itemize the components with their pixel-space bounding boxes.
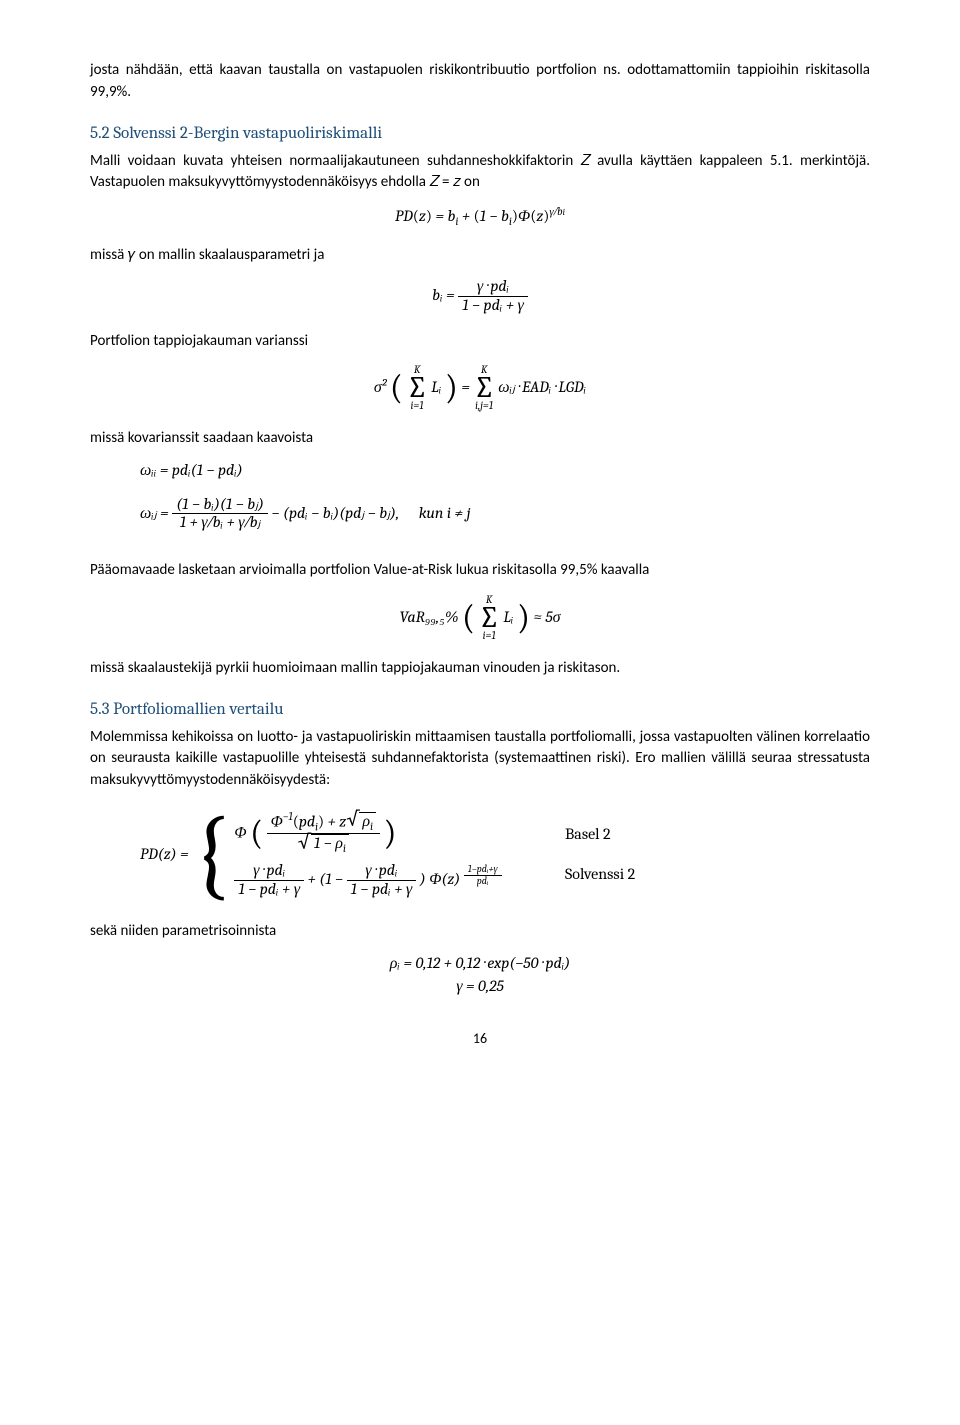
wij-num: (1 − bᵢ)(1 − bⱼ) xyxy=(172,496,268,514)
bi-lhs: bᵢ = xyxy=(432,286,454,304)
intro-para: josta nähdään, että kaavan taustalla on … xyxy=(90,60,870,104)
var995-lhs: VaR₉₉,₅% xyxy=(399,608,458,626)
sec52-p2: missä 𝛾 on mallin skaalausparametri ja xyxy=(90,245,870,267)
wij-den: 1 + γ⁄bᵢ + γ⁄bⱼ xyxy=(172,513,268,532)
sec52-p1: Malli voidaan kuvata yhteisen normaalija… xyxy=(90,151,870,195)
var-rhs: ωᵢⱼ · EADᵢ · LGDᵢ xyxy=(498,378,586,396)
case2-phiz: ) Φ(z) xyxy=(420,870,460,888)
formula-wii: ωᵢᵢ = pdᵢ(1 − pdᵢ) xyxy=(90,462,870,480)
wij-lhs: ωᵢⱼ = xyxy=(140,504,169,522)
sec52-p5: Pääomavaade lasketaan arvioimalla portfo… xyxy=(90,560,870,582)
bi-num: γ · pdᵢ xyxy=(458,278,528,296)
sum-lower-2: i,j=1 xyxy=(473,400,494,412)
var-li-1: Lᵢ xyxy=(431,378,441,396)
formula-rho: ρᵢ = 0,12 + 0,12 · exp(−50 · pdᵢ) xyxy=(90,955,870,973)
var995-rhs: ≈ 5σ xyxy=(534,608,561,626)
sec52-p4: missä kovarianssit saadaan kaavoista xyxy=(90,428,870,450)
case2-exp-num: 1−pdᵢ+γ xyxy=(464,864,502,875)
case2-label: Solvenssi 2 xyxy=(565,866,635,884)
heading-5-3: 5.3 Portfoliomallien vertailu xyxy=(90,700,870,719)
bi-den: 1 − pdᵢ + γ xyxy=(458,296,528,315)
pdz-lhs: PD(z) = xyxy=(140,845,189,863)
formula-gamma: γ = 0,25 xyxy=(90,978,870,996)
heading-5-2: 5.2 Solvenssi 2-Bergin vastapuoliriskima… xyxy=(90,124,870,143)
formula-pdz: PD(z) = bi + (1 − bi)Φ(z)γ⁄bi xyxy=(90,206,870,229)
sec52-p3: Portfolion tappiojakauman varianssi xyxy=(90,331,870,353)
case2-den1: 1 − pdᵢ + γ xyxy=(234,880,304,899)
formula-wij: ωᵢⱼ = (1 − bᵢ)(1 − bⱼ) 1 + γ⁄bᵢ + γ⁄bⱼ −… xyxy=(90,496,870,532)
case2-num2: γ · pdᵢ xyxy=(347,862,417,880)
var-eq: = xyxy=(461,378,470,396)
case2-den2: 1 − pdᵢ + γ xyxy=(347,880,417,899)
case2-num1: γ · pdᵢ xyxy=(234,862,304,880)
formula-variance: σ² ( K ∑ i=1 Lᵢ ) = K ∑ i,j=1 ωᵢⱼ · EADᵢ… xyxy=(90,364,870,412)
case1-phi: Φ xyxy=(234,823,246,841)
var-li-2: Lᵢ xyxy=(503,608,513,626)
formula-bi: bᵢ = γ · pdᵢ 1 − pdᵢ + γ xyxy=(90,278,870,314)
page: josta nähdään, että kaavan taustalla on … xyxy=(0,0,960,1087)
sec53-p1: Molemmissa kehikoissa on luotto- ja vast… xyxy=(90,727,870,792)
case2-exp-den: pdᵢ xyxy=(464,875,502,887)
page-number: 16 xyxy=(90,1030,870,1047)
formula-pdz-cases: PD(z) = { Φ ( Φ−1(pdi) + z√ρi √1 − ρi ) … xyxy=(90,804,870,905)
case1-label: Basel 2 xyxy=(565,826,635,844)
sec53-p2: sekä niiden parametrisoinnista xyxy=(90,921,870,943)
wij-rhs: − (pdᵢ − bᵢ)(pdⱼ − bⱼ), kun i ≠ j xyxy=(271,504,470,522)
var-lhs: σ² xyxy=(374,378,387,396)
case2-mid: + (1 − xyxy=(308,870,343,888)
sec52-p6: missä skaalaustekijä pyrkii huomioimaan … xyxy=(90,658,870,680)
formula-var995: VaR₉₉,₅% ( K ∑ i=1 Lᵢ ) ≈ 5σ xyxy=(90,594,870,642)
